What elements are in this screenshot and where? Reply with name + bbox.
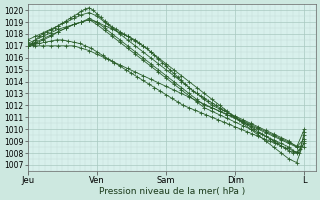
X-axis label: Pression niveau de la mer( hPa ): Pression niveau de la mer( hPa ): [99, 187, 245, 196]
